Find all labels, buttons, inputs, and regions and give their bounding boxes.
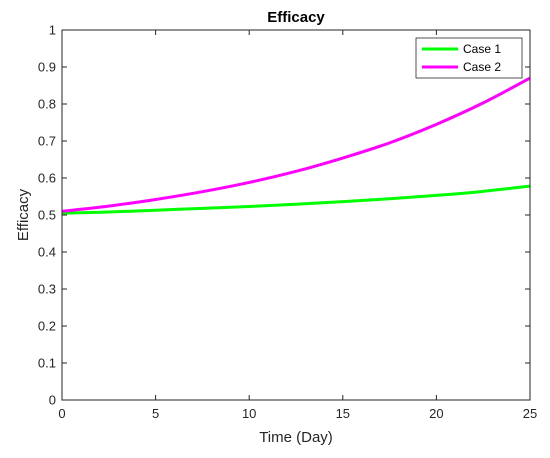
legend: Case 1 Case 2 xyxy=(415,37,523,79)
y-tick-label: 0.1 xyxy=(38,356,56,371)
chart-title: Efficacy xyxy=(267,9,325,26)
y-tick-label: 0.7 xyxy=(38,134,56,149)
plot-area xyxy=(62,30,530,400)
x-tick-label: 0 xyxy=(58,406,65,421)
series-line-case-2 xyxy=(61,76,531,213)
x-tick-label: 5 xyxy=(152,406,159,421)
series-layer xyxy=(61,76,531,215)
series-line-case-1 xyxy=(61,184,531,215)
x-tick-label: 20 xyxy=(429,406,443,421)
y-tick-label: 0.6 xyxy=(38,171,56,186)
y-axis-label: Efficacy xyxy=(15,188,32,241)
y-tick-label: 0.2 xyxy=(38,319,56,334)
x-axis-ticks: 0 5 10 15 20 25 xyxy=(58,30,537,421)
y-axis-ticks: 0 0.1 0.2 0.3 0.4 0.5 0.6 0.7 0.8 0.9 1 xyxy=(38,23,530,408)
y-tick-label: 1 xyxy=(49,23,56,38)
y-tick-label: 0 xyxy=(49,393,56,408)
x-tick-label: 25 xyxy=(523,406,537,421)
legend-box xyxy=(415,37,523,79)
legend-label-case-1: Case 1 xyxy=(463,42,501,56)
y-tick-label: 0.9 xyxy=(38,60,56,75)
x-tick-label: 15 xyxy=(336,406,350,421)
x-axis-label: Time (Day) xyxy=(259,429,333,446)
y-tick-label: 0.5 xyxy=(38,208,56,223)
y-tick-label: 0.3 xyxy=(38,282,56,297)
x-tick-label: 10 xyxy=(242,406,256,421)
y-tick-label: 0.4 xyxy=(38,245,56,260)
y-tick-label: 0.8 xyxy=(38,97,56,112)
legend-label-case-2: Case 2 xyxy=(463,60,501,74)
